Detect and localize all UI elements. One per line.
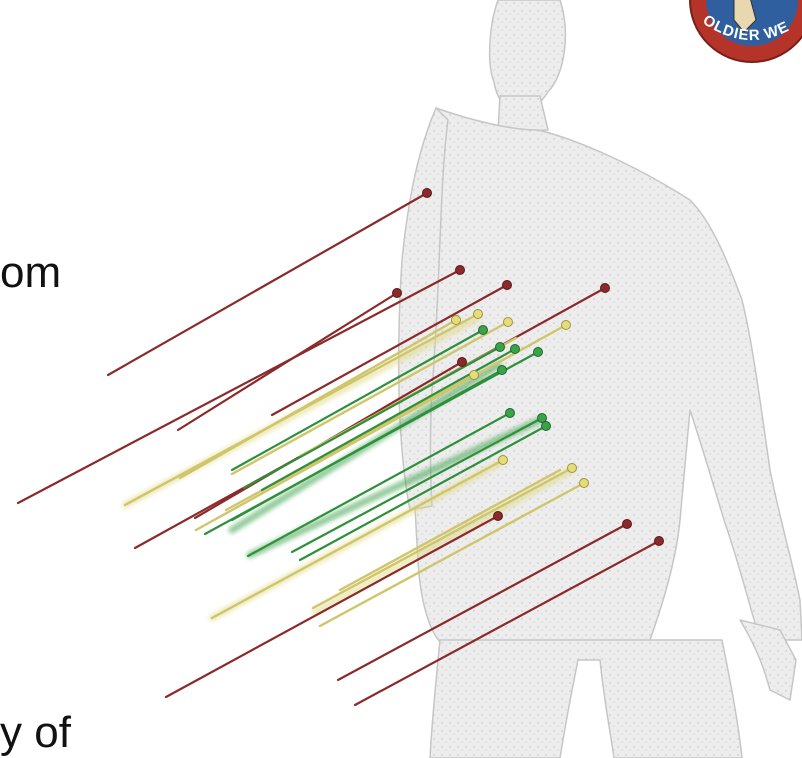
yellow-marker	[567, 463, 577, 473]
slide-text-fragment-bottom: y of	[0, 708, 71, 757]
green-marker	[541, 421, 551, 431]
green-marker	[533, 347, 543, 357]
red-marker	[392, 288, 402, 298]
yellow-marker	[451, 315, 461, 325]
body-silhouette	[397, 0, 802, 758]
green-marker	[495, 342, 505, 352]
green-marker	[505, 408, 515, 418]
red-marker	[422, 188, 432, 198]
yellow-track-6	[210, 458, 505, 620]
red-marker	[502, 280, 512, 290]
green-marker	[478, 325, 488, 335]
red-track-3	[176, 291, 399, 432]
green-track-6	[246, 411, 512, 558]
yellow-track-4	[194, 323, 568, 532]
red-marker	[622, 519, 632, 529]
soldier-logo: OLDIER WE	[689, 0, 802, 63]
yellow-track-8	[318, 481, 586, 628]
yellow-marker	[561, 320, 571, 330]
slide-text-fragment-top: om	[0, 248, 62, 297]
yellow-marker	[469, 370, 479, 380]
yellow-track-10	[338, 468, 562, 592]
green-marker	[497, 365, 507, 375]
projectile-tracks	[16, 188, 664, 707]
legs	[429, 639, 743, 758]
yellow-marker	[503, 317, 513, 327]
yellow-track-7	[311, 466, 574, 610]
red-marker	[455, 265, 465, 275]
red-track-9	[353, 539, 661, 707]
red-marker	[493, 511, 503, 521]
right-hand	[739, 619, 797, 701]
yellow-marker	[473, 309, 483, 319]
red-markers	[392, 188, 664, 546]
red-tracks	[16, 191, 661, 707]
yellow-tracks	[123, 312, 586, 628]
red-marker	[654, 536, 664, 546]
red-track-7	[164, 514, 500, 699]
green-track-8	[298, 424, 548, 562]
green-track-5	[230, 368, 504, 522]
green-marker	[510, 344, 520, 354]
red-track-4	[270, 283, 509, 417]
red-track-1	[106, 191, 429, 377]
red-marker	[457, 357, 467, 367]
green-track-2	[242, 345, 502, 490]
green-markers	[478, 325, 551, 431]
neck	[497, 95, 549, 133]
green-track-1	[230, 328, 485, 472]
yellow-track-3	[230, 320, 510, 476]
yellow-markers	[451, 309, 589, 488]
yellow-marker	[579, 478, 589, 488]
red-track-8	[336, 522, 629, 682]
green-marker	[537, 413, 547, 423]
yellow-marker	[498, 455, 508, 465]
red-track-2	[16, 268, 462, 505]
red-marker	[600, 283, 610, 293]
yellow-track-2	[123, 312, 480, 507]
green-track-7	[290, 416, 544, 554]
